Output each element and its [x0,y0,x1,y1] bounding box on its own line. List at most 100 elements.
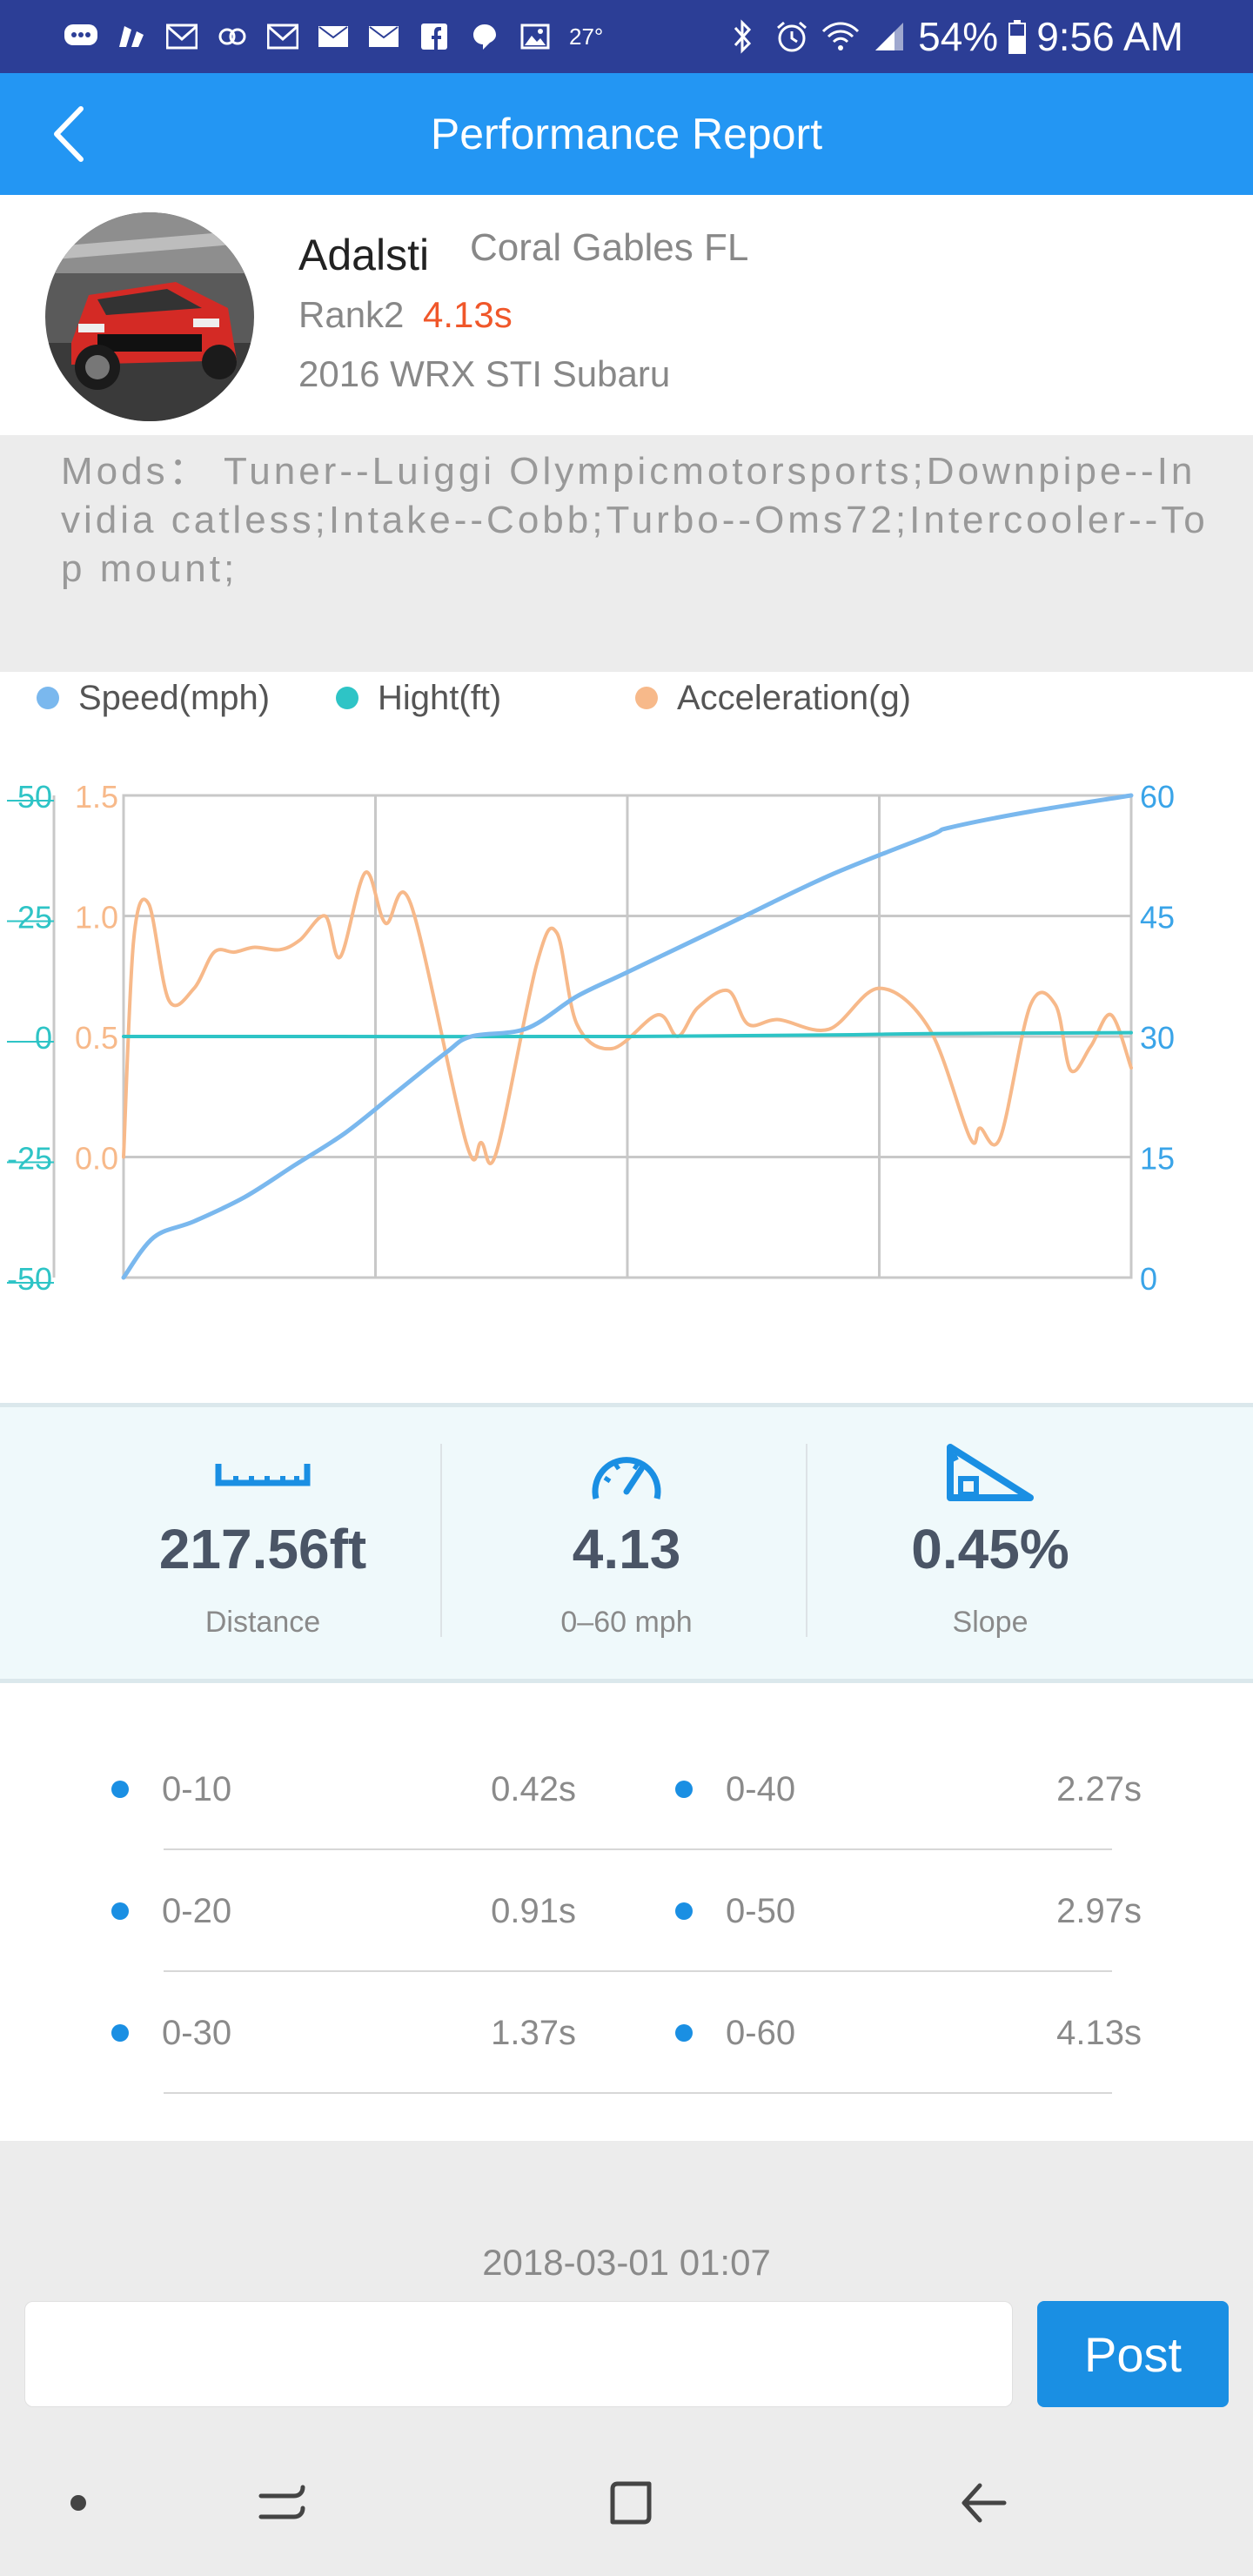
chart-legend: Speed(mph) Hight(ft) Acceleration(g) [0,672,1253,724]
driver-location: Coral Gables FL [470,226,749,269]
avatar[interactable] [45,212,254,421]
mods-section: Mods： Tuner--Luiggi Olympicmotorsports;D… [0,435,1253,672]
split-dot [675,1902,693,1920]
splits-table: 0-10 0.42s 0-40 2.27s 0-20 0.91s 0-50 2.… [0,1683,1253,2141]
stat-distance-label: Distance [204,1606,321,1639]
split-value: 2.97s [1056,1892,1142,1930]
split-label: 0-50 [726,1892,796,1930]
page-title: Performance Report [430,110,823,158]
post-button[interactable]: Post [1037,2301,1229,2407]
stat-zero-sixty-label: 0–60 mph [560,1606,693,1639]
speedometer-icon [574,1444,679,1505]
accel-tick-label: 1.5 [75,779,118,815]
split-value: 2.27s [1056,1770,1142,1808]
split-divider [164,2092,1112,2094]
stat-distance: 217.56ft Distance [80,1407,446,1679]
chart-plot: 50 25 0 -25 -50 1.5 1.0 0.5 0.0 60 45 30 15 0 [7,779,1175,1297]
speed-line [121,793,1134,1280]
split-dot [111,1781,129,1798]
gmail-icon [263,19,303,54]
stat-distance-value: 217.56ft [158,1518,367,1580]
stat-zero-sixty-value: 4.13 [572,1518,681,1580]
system-nav-bar [0,2430,1253,2576]
profile-card: Adalsti Coral Gables FL Rank2 4.13s 2016… [0,195,1253,435]
height-tick-label: -25 [7,1141,52,1177]
speed-tick-label: 45 [1140,900,1175,936]
back-arrow-icon [962,2483,1007,2523]
dot-icon [70,2495,86,2511]
split-dot [111,2024,129,2042]
legend-accel-label: Acceleration(g) [677,678,912,717]
legend-speed-dot [37,687,59,709]
split-dot [675,1781,693,1798]
height-tick-label: 0 [35,1020,52,1056]
split-label: 0-40 [726,1770,796,1808]
stat-divider [440,1444,442,1637]
home-icon [610,2481,652,2525]
system-icons: 54% 9:56 AM [723,9,1183,64]
report-date: 2018-03-01 01:07 [482,2242,771,2283]
gmail-icon [162,19,202,54]
app-header: Performance Report [0,73,1253,195]
status-bar: 27° 54% 9:56 AM [0,0,1253,73]
accel-tick-label: 0.0 [75,1141,118,1177]
rank-label: Rank2 [298,294,405,335]
home-button[interactable] [597,2468,667,2538]
split-item: 0-60 4.13s [675,2007,1142,2059]
recent-apps-icon [258,2485,305,2519]
chat-icon [465,19,505,54]
recent-apps-button[interactable] [247,2468,317,2538]
speed-tick-label: 30 [1140,1020,1175,1056]
nav-dot-button[interactable] [44,2468,113,2538]
comment-input[interactable] [24,2301,1013,2407]
slope-icon [938,1444,1042,1505]
stats-panel: 217.56ft Distance 4.13 0–60 mph 0.45% Sl… [0,1403,1253,1683]
legend-speed: Speed(mph) [37,672,270,724]
nav-back-button[interactable] [948,2468,1018,2538]
clock: 9:56 AM [1036,14,1183,59]
battery-icon [1007,19,1028,54]
split-label: 0-30 [162,2014,232,2052]
legend-accel: Acceleration(g) [635,672,911,724]
speed-tick-label: 15 [1140,1141,1175,1177]
legend-speed-label: Speed(mph) [78,678,271,717]
accel-tick-label: 0.5 [75,1020,118,1056]
height-tick-label: 50 [17,779,52,815]
signal-icon [869,19,909,54]
legend-height-label: Hight(ft) [378,678,502,717]
bluetooth-icon [723,19,763,54]
split-value: 1.37s [491,2014,576,2052]
legend-height: Hight(ft) [336,672,501,724]
date-area: 2018-03-01 01:07 [0,2141,1253,2283]
split-label: 0-20 [162,1892,232,1930]
back-button[interactable] [35,99,104,169]
height-line [122,1030,1133,1039]
split-item: 0-10 0.42s [111,1763,576,1815]
legend-accel-dot [635,687,658,709]
comment-bar: Post [0,2277,1253,2430]
back-chevron-icon [54,106,84,162]
rank-time: 4.13s [423,294,513,335]
split-item: 0-20 0.91s [111,1885,576,1937]
split-value: 4.13s [1056,2014,1142,2052]
temperature-text: 27° [569,23,604,50]
stat-slope-value: 0.45% [911,1518,1069,1580]
battery-percent: 54% [918,14,999,59]
link-icon [212,19,252,54]
split-item: 0-50 2.97s [675,1885,1142,1937]
split-item: 0-40 2.27s [675,1763,1142,1815]
acceleration-line [122,870,1133,1165]
split-value: 0.91s [491,1892,576,1930]
legend-height-dot [336,687,358,709]
split-dot [111,1902,129,1920]
slack-icon [111,19,151,54]
speed-tick-label: 0 [1140,1261,1157,1297]
speed-tick-label: 60 [1140,779,1175,815]
messages-icon [61,19,101,54]
facebook-icon [414,19,454,54]
alarm-icon [772,19,812,54]
height-tick-label: 25 [17,900,52,936]
mail-icon [364,19,404,54]
stat-slope: 0.45% Slope [807,1407,1173,1679]
split-label: 0-10 [162,1770,232,1808]
